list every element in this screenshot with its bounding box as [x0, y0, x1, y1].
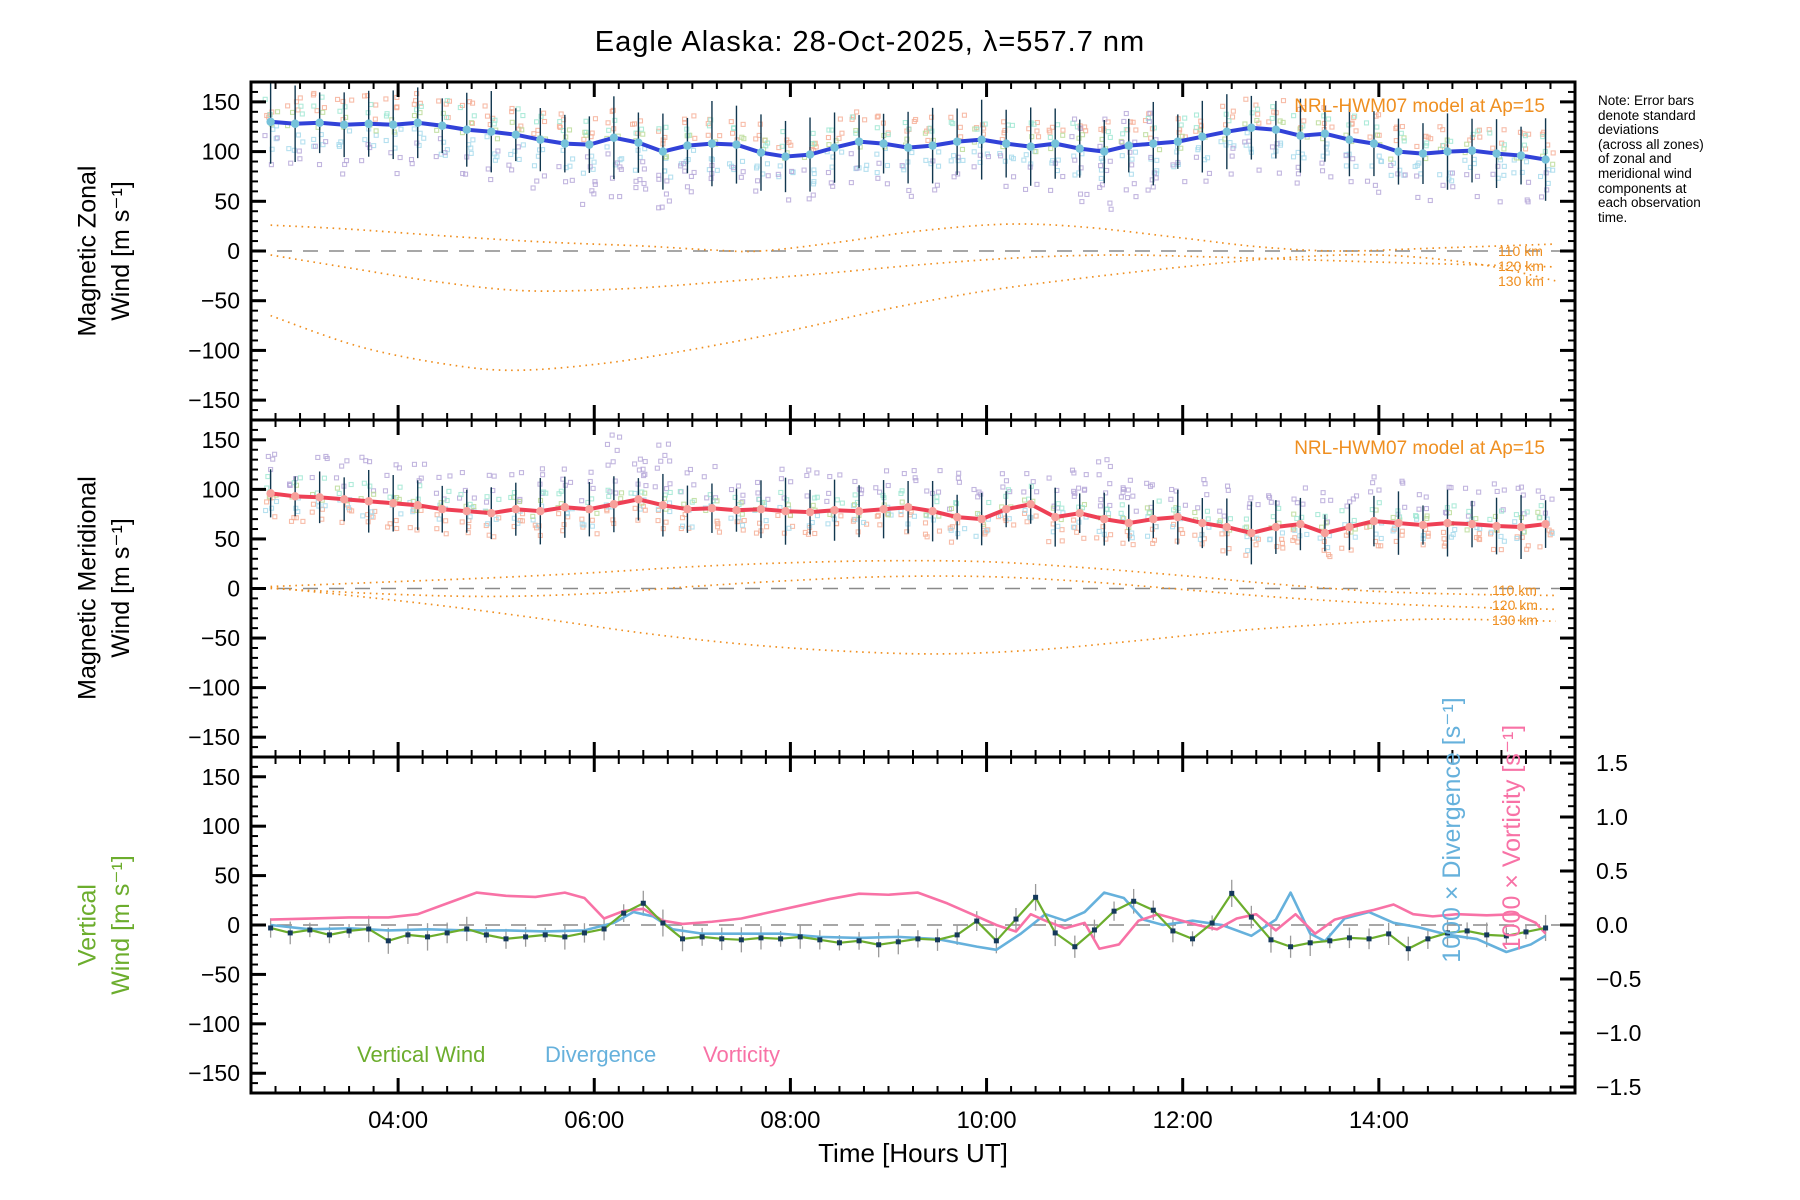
x-tick-label: 06:00 [564, 1107, 624, 1134]
wind-tick-label: −150 [188, 724, 240, 750]
wind-tick-label: 100 [202, 476, 240, 502]
meridional-y-axis-label-line2: Wind [m s⁻¹] [107, 518, 135, 658]
legend-vertical-wind: Vertical Wind [357, 1042, 486, 1067]
wind-tick-label: 50 [214, 188, 240, 214]
wind-tick-label: −50 [201, 288, 240, 314]
wind-tick-label: −100 [188, 1011, 240, 1037]
right-tick-label: −0.5 [1596, 966, 1641, 992]
vertical-y-axis-label-line2: Wind [m s⁻¹] [107, 855, 135, 995]
legend-vorticity: Vorticity [703, 1042, 781, 1067]
zonal-model-label: NRL-HWM07 model at Ap=15 [1294, 96, 1545, 117]
right-tick-label: 1.0 [1596, 804, 1628, 830]
chart-title: Eagle Alaska: 28-Oct-2025, λ=557.7 nm [594, 26, 1146, 58]
right-tick-label: 0.0 [1596, 912, 1628, 938]
magnetic-meridional-data [252, 432, 1574, 655]
zonal-130km-label: 130 km [1498, 273, 1544, 289]
wind-tick-label: −100 [188, 675, 240, 701]
wind-tick-label: 150 [202, 89, 240, 115]
wind-tick-label: −150 [188, 1060, 240, 1086]
meridional-130km-label: 130 km [1492, 612, 1538, 628]
wind-tick-label: −50 [201, 961, 240, 987]
x-tick-label: 14:00 [1349, 1107, 1409, 1134]
vertical-y-axis-label-line1: Vertical [73, 884, 102, 966]
zonal-y-axis-label-line1: Magnetic Zonal [73, 165, 102, 337]
meridional-110km-label: 110 km [1492, 582, 1537, 598]
wind-tick-label: 0 [227, 912, 240, 938]
axes-ticks: 150 100 50 0 −50 −100 −150 150 100 50 0 −50 −100 −150… [188, 80, 1641, 1134]
zonal-120km-label: 120 km [1498, 258, 1544, 274]
right-tick-label: −1.0 [1596, 1020, 1641, 1046]
x-tick-label: 12:00 [1153, 1107, 1213, 1134]
magnetic-zonal-data [252, 83, 1574, 372]
wind-tick-label: 0 [227, 576, 240, 602]
zonal-110km-label: 110 km [1498, 243, 1543, 259]
wind-tick-label: −150 [188, 387, 240, 413]
x-tick-label: 04:00 [368, 1107, 428, 1134]
wind-tick-label: 100 [202, 813, 240, 839]
wind-tick-label: −50 [201, 625, 240, 651]
wind-tick-label: 150 [202, 764, 240, 790]
right-tick-label: −1.5 [1596, 1074, 1641, 1100]
x-tick-label: 10:00 [957, 1107, 1017, 1134]
zonal-y-axis-label-line2: Wind [m s⁻¹] [107, 181, 135, 321]
x-tick-label: 08:00 [760, 1107, 820, 1134]
right-tick-label: 1.5 [1596, 750, 1628, 776]
meridional-model-label: NRL-HWM07 model at Ap=15 [1294, 438, 1545, 459]
wind-tick-label: −100 [188, 337, 240, 363]
meridional-y-axis-label-line1: Magnetic Meridional [73, 476, 102, 700]
right-tick-label: 0.5 [1596, 858, 1628, 884]
wind-tick-label: 150 [202, 427, 240, 453]
wind-tick-label: 0 [227, 238, 240, 264]
wind-tick-label: 50 [214, 863, 240, 889]
wind-tick-label: 100 [202, 139, 240, 165]
wind-tick-label: 50 [214, 526, 240, 552]
error-bar-note: Note: Error bars denote standard deviati… [1598, 93, 1704, 225]
legend-divergence: Divergence [545, 1042, 657, 1067]
meridional-120km-label: 120 km [1492, 597, 1538, 613]
x-axis-label: Time [Hours UT] [818, 1138, 1008, 1168]
vertical-wind-divergence-vorticity-data [252, 879, 1574, 961]
